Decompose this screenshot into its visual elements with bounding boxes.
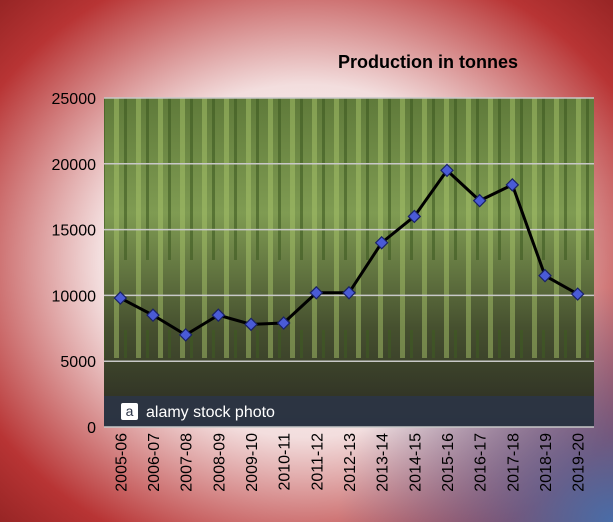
x-tick-label: 2009-10 <box>244 433 261 492</box>
marker <box>309 285 324 300</box>
x-tick-label: 2016-17 <box>473 433 490 492</box>
x-tick-label: 2007-08 <box>179 433 196 492</box>
x-tick-label: 2005-06 <box>113 433 130 492</box>
marker <box>472 193 487 208</box>
marker <box>440 163 454 178</box>
marker <box>211 308 226 322</box>
chart-title: Production in tonnes <box>338 52 518 72</box>
y-tick-label: 20000 <box>52 157 97 174</box>
watermark-bar <box>104 396 594 427</box>
x-tick-label: 2018-19 <box>538 433 555 492</box>
marker <box>374 235 389 250</box>
y-tick-label: 0 <box>87 420 96 437</box>
marker <box>538 268 552 283</box>
y-tick-label: 25000 <box>52 91 97 108</box>
watermark: alamy stock photo <box>146 404 275 421</box>
x-tick-label: 2017-18 <box>505 433 522 492</box>
x-tick-label: 2008-09 <box>211 433 228 492</box>
marker <box>146 308 160 322</box>
x-tick-label: 2014-15 <box>407 433 424 492</box>
marker <box>342 285 356 300</box>
x-tick-label: 2015-16 <box>440 433 457 492</box>
x-tick-label: 2011-12 <box>309 433 326 491</box>
marker <box>178 328 193 342</box>
marker <box>407 209 422 224</box>
marker <box>113 291 128 305</box>
x-tick-label: 2012-13 <box>342 433 359 492</box>
x-tick-label: 2006-07 <box>146 433 163 492</box>
y-tick-label: 10000 <box>52 288 97 305</box>
marker <box>570 287 585 301</box>
watermark-logo-letter: a <box>126 403 134 419</box>
marker <box>505 178 520 192</box>
y-tick-label: 15000 <box>52 223 97 240</box>
x-tick-label: 2013-14 <box>375 433 392 492</box>
photo-texture <box>104 98 594 358</box>
x-tick-label: 2019-20 <box>571 433 588 492</box>
y-tick-label: 5000 <box>60 354 96 371</box>
marker <box>244 317 258 332</box>
watermark-logo <box>121 403 138 420</box>
marker <box>276 316 291 330</box>
x-tick-label: 2010-11 <box>277 433 294 491</box>
